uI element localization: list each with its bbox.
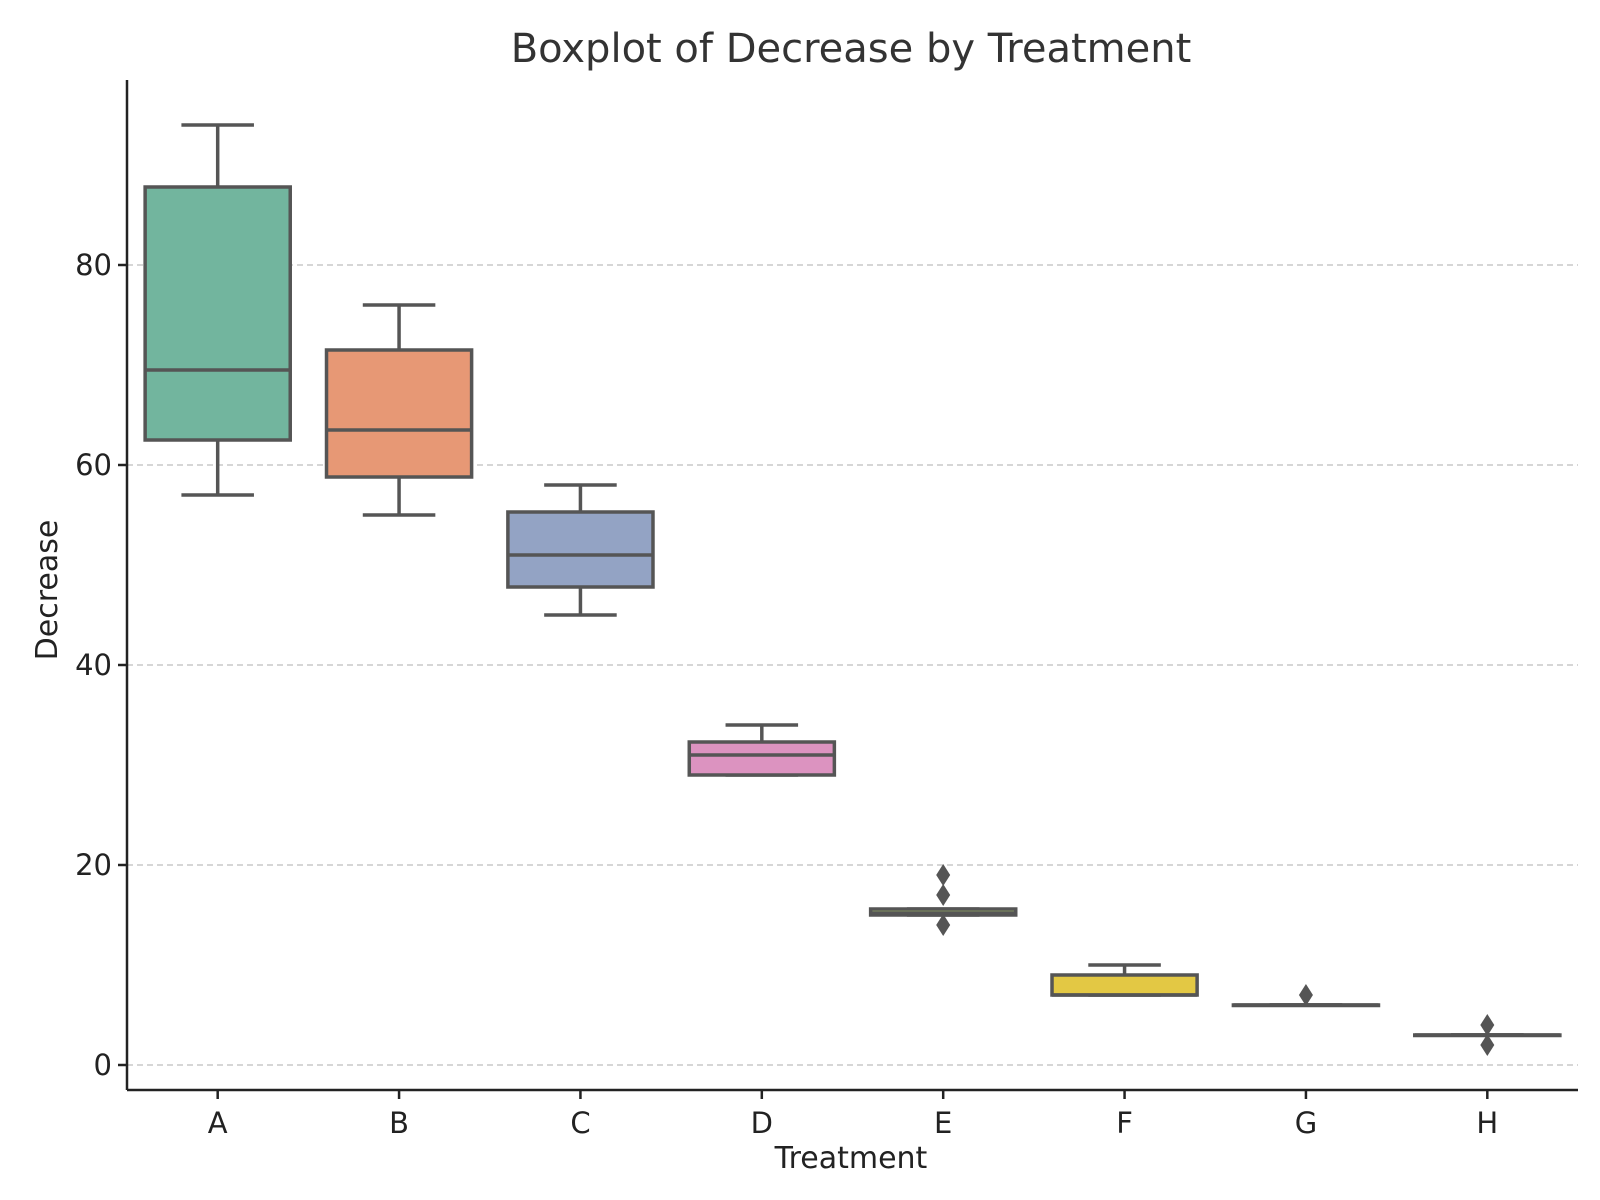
box-group-e [868,864,1018,936]
x-tick-label: G [1295,1106,1317,1140]
box-group-c [506,483,655,617]
box-group-b [324,303,474,517]
outlier-point [936,914,951,936]
x-tick-label: A [208,1106,228,1140]
x-tick-label: B [389,1106,409,1140]
box-group-a [143,123,292,497]
y-tick-label: 80 [75,248,112,282]
box-group-g [1231,984,1381,1008]
outlier-point [1480,1014,1495,1036]
x-axis-label: Treatment [774,1141,928,1176]
y-axis-label: Decrease [30,520,65,661]
x-tick-label: D [751,1106,773,1140]
box-group-d [687,723,837,777]
y-tick-label: 60 [75,448,112,482]
boxes [143,123,1562,1056]
outlier-point [936,884,951,906]
box-group-f [1050,963,1199,997]
y-tick-label: 0 [94,1048,112,1082]
box-d [687,740,837,777]
box-b [324,348,474,479]
y-tick-label: 20 [75,848,112,882]
box-a [143,185,292,442]
outlier-point [936,864,951,886]
chart-title: Boxplot of Decrease by Treatment [511,26,1192,72]
axes [125,80,1578,1092]
x-tick-label: H [1476,1106,1498,1140]
x-tick-label: E [934,1106,952,1140]
outlier-point [1298,984,1313,1006]
box-group-h [1413,1014,1562,1056]
y-tick-label: 40 [75,648,112,682]
x-tick-label: C [570,1106,590,1140]
x-tick-label: F [1116,1106,1133,1140]
outlier-point [1480,1034,1495,1056]
box-c [506,510,655,589]
ticks: 0 20 40 60 80 A B C D E F G H [75,248,1498,1140]
box-f [1050,973,1199,997]
